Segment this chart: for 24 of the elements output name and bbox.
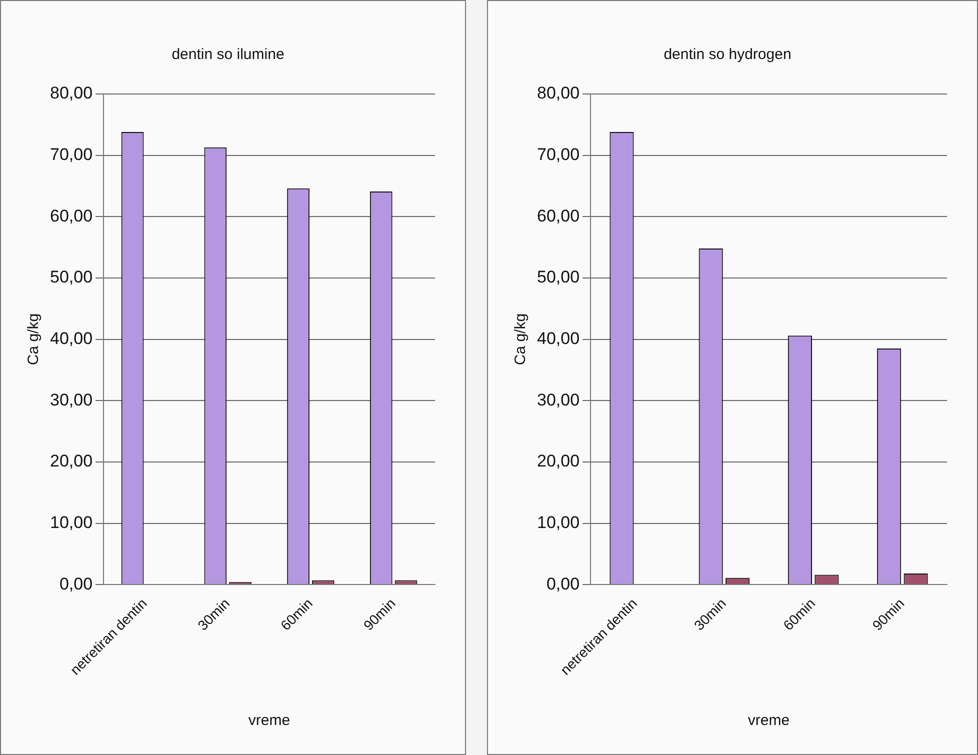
y-tick-label: 80,00 bbox=[536, 84, 580, 103]
y-tick-label: 0,00 bbox=[546, 574, 580, 594]
y-tick-label: 80,00 bbox=[50, 84, 93, 103]
y-tick-label: 40,00 bbox=[536, 328, 580, 348]
y-tick-label: 30,00 bbox=[536, 390, 580, 410]
x-axis-title: vreme bbox=[748, 712, 790, 730]
y-axis-title: Ca g/kg bbox=[25, 313, 42, 366]
y-tick-label: 0,00 bbox=[59, 574, 93, 594]
y-tick-label: 60,00 bbox=[50, 206, 93, 226]
y-tick-label: 30,00 bbox=[50, 390, 93, 410]
y-tick-label: 40,00 bbox=[50, 328, 93, 348]
y-tick-label: 70,00 bbox=[50, 145, 93, 164]
x-axis-title: vreme bbox=[248, 712, 290, 730]
y-tick-label: 60,00 bbox=[536, 206, 580, 226]
y-axis-title: Ca g/kg bbox=[512, 313, 530, 366]
y-tick-label: 50,00 bbox=[536, 268, 580, 287]
y-tick-label: 10,00 bbox=[536, 512, 580, 532]
y-tick-label: 20,00 bbox=[536, 452, 580, 471]
y-tick-label: 20,00 bbox=[50, 452, 93, 471]
chart-title: dentin so ilumine bbox=[172, 46, 284, 64]
y-tick-label: 10,00 bbox=[50, 512, 93, 532]
y-tick-label: 70,00 bbox=[536, 145, 580, 164]
y-tick-label: 50,00 bbox=[50, 268, 93, 287]
chart-title: dentin so hydrogen bbox=[664, 46, 792, 64]
